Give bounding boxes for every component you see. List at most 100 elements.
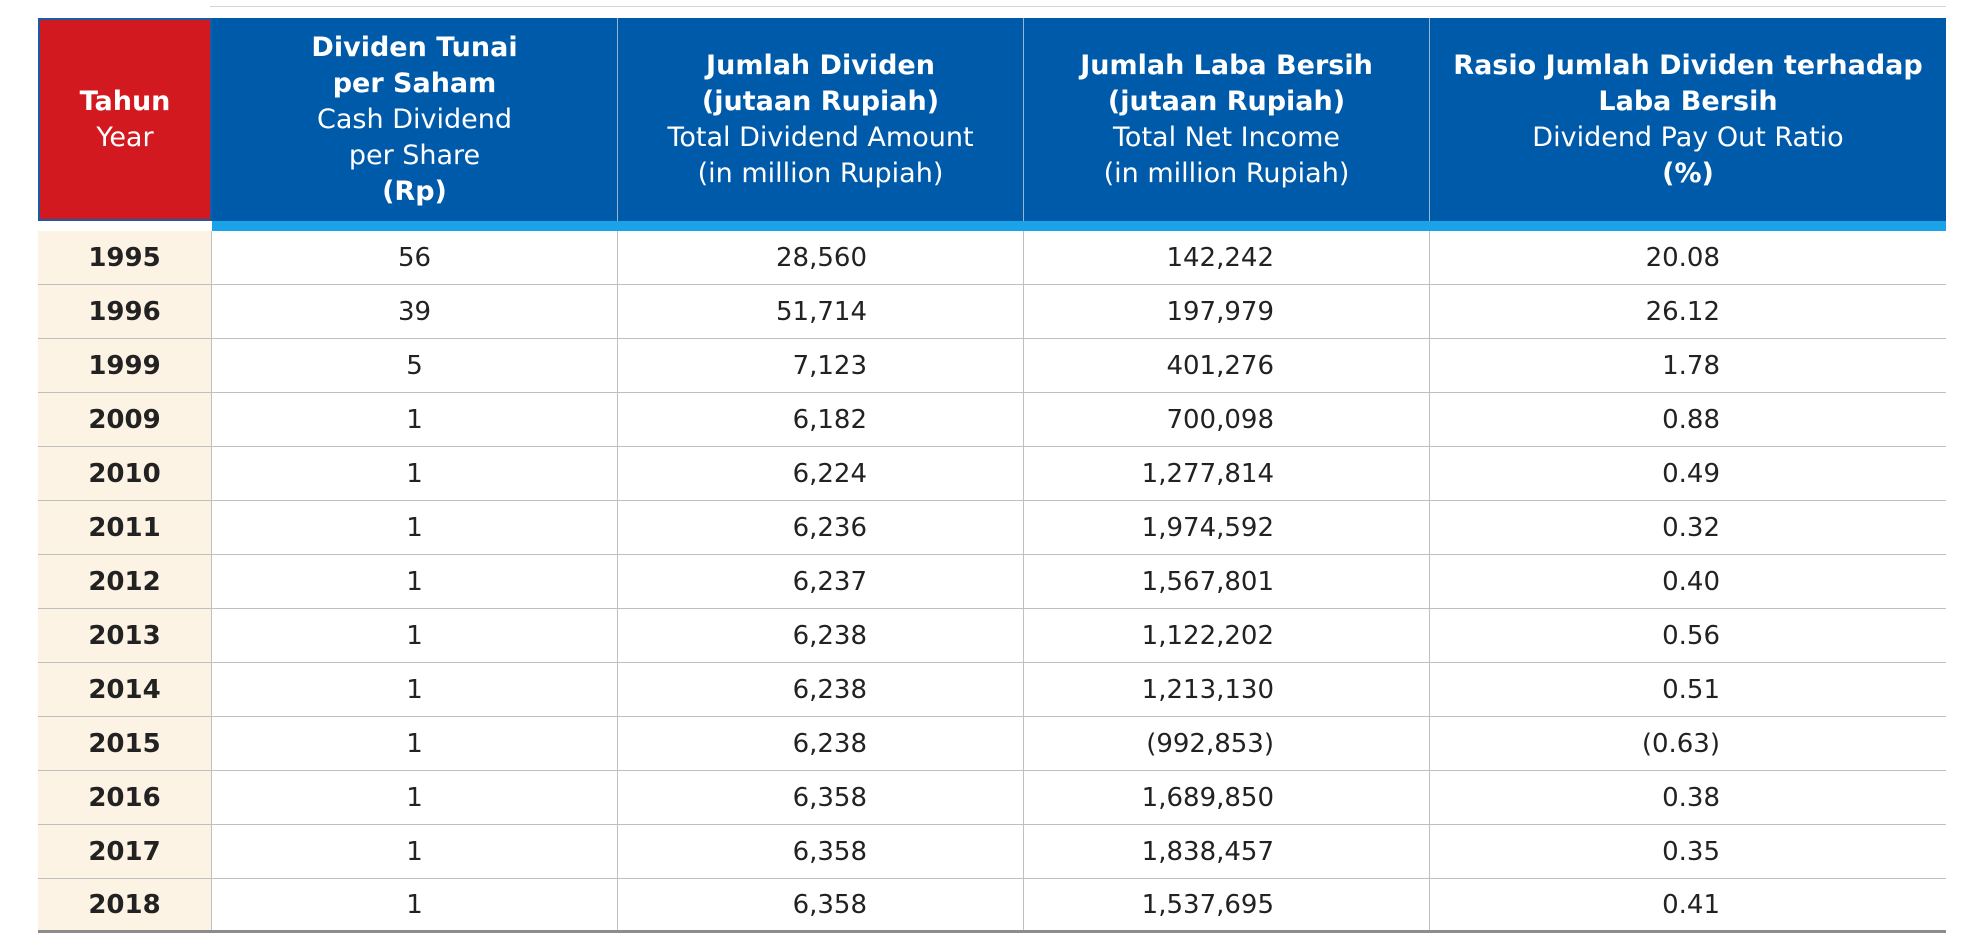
header-cash-dividend-bold1: Dividen Tunai [311,31,518,63]
header-payout-ratio-unit: (%) [1662,157,1714,189]
payout-ratio-cell: 1.78 [1662,350,1720,381]
payout-ratio-cell: 20.08 [1645,242,1720,273]
total-dividend-cell: 6,224 [618,447,1024,500]
net-income-cell: 1,974,592 [1024,501,1430,554]
year-cell: 2016 [38,771,212,824]
net-income-cell: (992,853) [1024,717,1430,770]
payout-ratio-cell: 0.88 [1662,404,1720,435]
total-dividend-cell: 6,182 [618,393,1024,446]
header-cash-dividend-normal2: per Share [348,139,481,171]
table-row: 2017 1 6,358 1,838,457 0.35 [38,825,1946,879]
header-total-dividend-normal1: Total Dividend Amount [667,121,974,153]
header-payout-ratio: Rasio Jumlah Dividen terhadap Laba Bersi… [1430,18,1946,221]
net-income-cell: 401,276 [1024,339,1430,392]
year-cell: 2014 [38,663,212,716]
cash-dividend-cell: 1 [212,771,618,824]
header-cash-dividend-bold2: per Saham [332,67,497,99]
table-row: 2011 1 6,236 1,974,592 0.32 [38,501,1946,555]
year-cell: 2013 [38,609,212,662]
header-net-income: Jumlah Laba Bersih (jutaan Rupiah) Total… [1024,18,1430,221]
header-cash-dividend: Dividen Tunai per Saham Cash Dividend pe… [212,18,618,221]
year-cell: 2010 [38,447,212,500]
table-row: 2010 1 6,224 1,277,814 0.49 [38,447,1946,501]
payout-ratio-cell: 0.38 [1662,782,1720,813]
year-cell: 2017 [38,825,212,878]
net-income-cell: 1,567,801 [1024,555,1430,608]
top-rule [210,6,1946,7]
table-row: 2014 1 6,238 1,213,130 0.51 [38,663,1946,717]
table-row: 2016 1 6,358 1,689,850 0.38 [38,771,1946,825]
table-row: 2012 1 6,237 1,567,801 0.40 [38,555,1946,609]
header-total-dividend-normal2: (in million Rupiah) [697,157,944,189]
header-year-normal: Year [96,121,154,153]
cash-dividend-cell: 1 [212,393,618,446]
year-cell: 2018 [38,879,212,930]
header-total-dividend: Jumlah Dividen (jutaan Rupiah) Total Div… [618,18,1024,221]
table-row: 2009 1 6,182 700,098 0.88 [38,393,1946,447]
year-cell: 1999 [38,339,212,392]
net-income-cell: 700,098 [1024,393,1430,446]
header-payout-ratio-normal1: Dividend Pay Out Ratio [1532,121,1844,153]
net-income-cell: 1,689,850 [1024,771,1430,824]
header-accent-stripe [212,221,1946,231]
year-cell: 1995 [38,231,212,284]
payout-ratio-cell: 0.56 [1662,620,1720,651]
table-row: 2013 1 6,238 1,122,202 0.56 [38,609,1946,663]
cash-dividend-cell: 39 [212,285,618,338]
net-income-cell: 1,537,695 [1024,879,1430,930]
header-total-dividend-bold2: (jutaan Rupiah) [701,85,940,117]
dividend-history-table: Tahun Year Dividen Tunai per Saham Cash … [38,18,1946,933]
total-dividend-cell: 6,238 [618,717,1024,770]
payout-ratio-cell: 26.12 [1645,296,1720,327]
header-net-income-normal2: (in million Rupiah) [1103,157,1350,189]
table-row: 1999 5 7,123 401,276 1.78 [38,339,1946,393]
cash-dividend-cell: 1 [212,663,618,716]
cash-dividend-cell: 1 [212,555,618,608]
year-cell: 2015 [38,717,212,770]
header-payout-ratio-bold2: Laba Bersih [1598,85,1778,117]
header-cash-dividend-normal1: Cash Dividend [317,103,512,135]
table-row: 1996 39 51,714 197,979 26.12 [38,285,1946,339]
cash-dividend-cell: 1 [212,879,618,930]
payout-ratio-cell: 0.41 [1662,889,1720,920]
header-cash-dividend-unit: (Rp) [382,175,447,207]
net-income-cell: 1,838,457 [1024,825,1430,878]
header-net-income-bold2: (jutaan Rupiah) [1107,85,1346,117]
header-net-income-bold1: Jumlah Laba Bersih [1080,49,1373,81]
total-dividend-cell: 51,714 [618,285,1024,338]
header-total-dividend-bold1: Jumlah Dividen [706,49,935,81]
table-body: 1995 56 28,560 142,242 20.08 1996 39 51,714 197,… [38,231,1946,933]
cash-dividend-cell: 1 [212,447,618,500]
net-income-cell: 142,242 [1024,231,1430,284]
year-cell: 2011 [38,501,212,554]
cash-dividend-cell: 56 [212,231,618,284]
cash-dividend-cell: 1 [212,609,618,662]
header-year: Tahun Year [38,18,212,221]
table-header: Tahun Year Dividen Tunai per Saham Cash … [38,18,1946,221]
net-income-cell: 1,213,130 [1024,663,1430,716]
total-dividend-cell: 28,560 [618,231,1024,284]
payout-ratio-cell: 0.51 [1662,674,1720,705]
header-net-income-normal1: Total Net Income [1113,121,1340,153]
payout-ratio-cell: 0.40 [1662,566,1720,597]
total-dividend-cell: 6,236 [618,501,1024,554]
year-cell: 1996 [38,285,212,338]
year-cell: 2012 [38,555,212,608]
cash-dividend-cell: 5 [212,339,618,392]
table-row: 2015 1 6,238 (992,853) (0.63) [38,717,1946,771]
total-dividend-cell: 6,238 [618,609,1024,662]
cash-dividend-cell: 1 [212,825,618,878]
net-income-cell: 1,277,814 [1024,447,1430,500]
payout-ratio-cell: 0.35 [1662,836,1720,867]
year-cell: 2009 [38,393,212,446]
total-dividend-cell: 7,123 [618,339,1024,392]
header-year-bold: Tahun [79,85,171,117]
total-dividend-cell: 6,358 [618,825,1024,878]
cash-dividend-cell: 1 [212,717,618,770]
total-dividend-cell: 6,358 [618,879,1024,930]
total-dividend-cell: 6,237 [618,555,1024,608]
payout-ratio-cell: 0.49 [1662,458,1720,489]
header-payout-ratio-bold1: Rasio Jumlah Dividen terhadap [1453,49,1923,81]
cash-dividend-cell: 1 [212,501,618,554]
table-row: 1995 56 28,560 142,242 20.08 [38,231,1946,285]
